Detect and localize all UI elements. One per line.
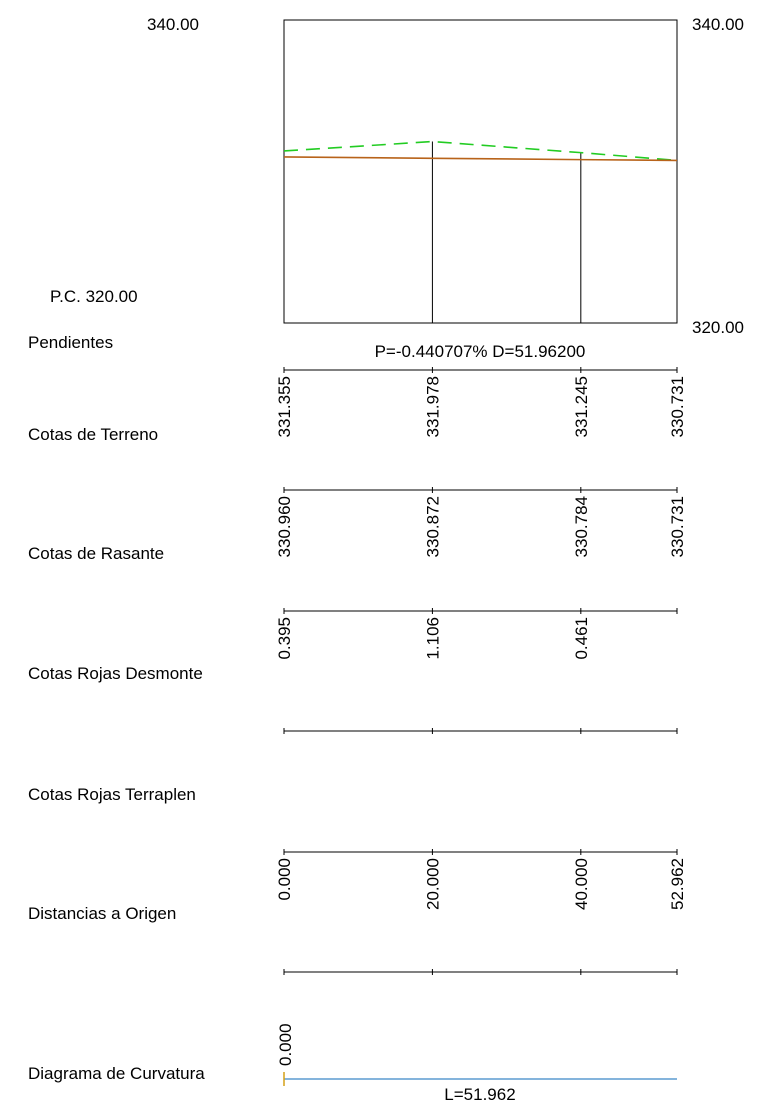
band-value-distancias: 20.000 <box>423 858 442 910</box>
band-value-terreno: 331.355 <box>275 376 294 437</box>
bottom-left-elevation-label: P.C. 320.00 <box>50 287 138 306</box>
row-label-terraplen: Cotas Rojas Terraplen <box>28 785 196 804</box>
plot-frame <box>283 19 678 324</box>
row-label-desmonte: Cotas Rojas Desmonte <box>28 664 203 683</box>
slope-annotation: P=-0.440707% D=51.96200 <box>375 342 586 361</box>
band-value-desmonte: 0.395 <box>275 617 294 660</box>
band-value-desmonte: 0.461 <box>572 617 591 660</box>
band-value-terreno: 331.978 <box>423 376 442 437</box>
band-value-distancias: 52.962 <box>668 858 687 910</box>
band-value-desmonte: 1.106 <box>423 617 442 660</box>
plot-gridlines <box>431 141 582 323</box>
band-value-terreno: 330.731 <box>668 376 687 437</box>
row-label-distancias: Distancias a Origen <box>28 904 176 923</box>
row-label-pendientes: Pendientes <box>28 333 113 352</box>
terrain-profile-line <box>283 140 678 162</box>
band-value-terreno: 331.245 <box>572 376 591 437</box>
band-value-distancias: 40.000 <box>572 858 591 910</box>
band-value-rasante: 330.960 <box>275 496 294 557</box>
guitar-bands: 331.355 331.978 331.245 330.731 330.960 330.8… <box>275 367 687 975</box>
bottom-right-elevation-label: 320.00 <box>692 318 744 337</box>
row-label-terreno: Cotas de Terreno <box>28 425 158 444</box>
band-value-rasante: 330.731 <box>668 496 687 557</box>
curvature-length-label: L=51.962 <box>444 1085 515 1104</box>
curvature-value-label: 0.000 <box>276 1023 295 1066</box>
grade-profile-line <box>283 156 678 162</box>
band-value-distancias: 0.000 <box>275 858 294 901</box>
row-label-rasante: Cotas de Rasante <box>28 544 164 563</box>
band-value-rasante: 330.784 <box>572 496 591 557</box>
row-label-curvatura: Diagrama de Curvatura <box>28 1064 205 1083</box>
top-right-elevation-label: 340.00 <box>692 15 744 34</box>
top-elevation-label: 340.00 <box>147 15 199 34</box>
band-value-rasante: 330.872 <box>423 496 442 557</box>
